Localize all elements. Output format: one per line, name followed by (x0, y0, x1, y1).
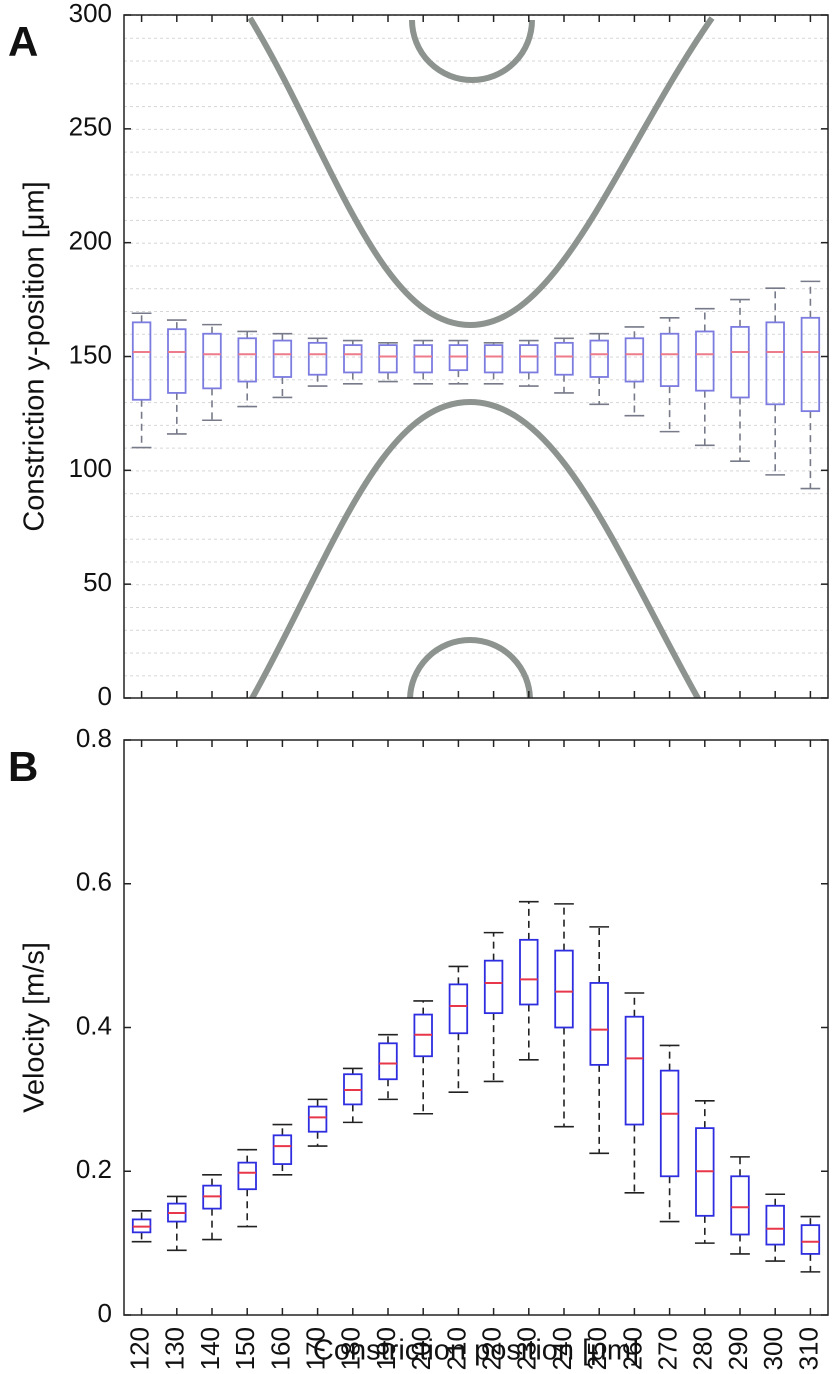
box (554, 341, 574, 376)
box (589, 982, 609, 1066)
x-tick-label: 260 (617, 1327, 647, 1370)
plot-frame-b (123, 739, 829, 1316)
y-tick-label: 50 (83, 567, 112, 597)
box (131, 321, 152, 401)
x-tick-label: 270 (652, 1327, 682, 1370)
box (730, 1175, 750, 1236)
panel-label: B (8, 743, 38, 790)
x-tick-label: 210 (441, 1327, 471, 1370)
y-tick-label: 300 (69, 0, 112, 28)
box (554, 949, 574, 1029)
x-axis-label: Constriction position [μm] (313, 1335, 639, 1367)
box (659, 332, 680, 387)
y-axis-label: Constriction y-position [μm] (19, 181, 51, 531)
box (307, 1105, 328, 1133)
box (448, 983, 469, 1035)
x-tick-label: 240 (547, 1327, 577, 1370)
box (483, 344, 504, 374)
y-tick-label: 150 (69, 339, 112, 369)
box (624, 337, 645, 383)
box (272, 339, 293, 378)
box (800, 316, 821, 413)
y-tick-label: 250 (69, 112, 112, 142)
panel-label: A (8, 18, 38, 65)
y-tick-label: 0.2 (76, 1154, 112, 1184)
lower-circle (407, 637, 533, 698)
box (272, 1134, 293, 1165)
box (378, 344, 398, 374)
x-tick-label: 300 (758, 1327, 788, 1370)
box (307, 341, 328, 376)
x-tick-label: 170 (300, 1327, 330, 1370)
x-tick-label: 130 (160, 1327, 190, 1370)
y-tick-label: 200 (69, 226, 112, 256)
box (343, 344, 363, 374)
box (519, 938, 539, 1006)
x-tick-label: 290 (723, 1327, 753, 1370)
box (448, 344, 469, 372)
box (413, 344, 433, 374)
upper-circle (409, 19, 535, 83)
x-tick-label: 250 (582, 1327, 612, 1370)
y-tick-label: 0 (98, 681, 112, 711)
y-tick-label: 0 (98, 1298, 112, 1328)
upper-wall (247, 16, 715, 329)
background-grid (124, 15, 828, 698)
x-tick-label: 150 (230, 1327, 260, 1370)
box (695, 330, 715, 392)
y-tick-label: 0.4 (76, 1010, 112, 1040)
box (589, 339, 609, 378)
x-tick-label: 220 (476, 1327, 506, 1370)
y-tick-label: 0.6 (76, 867, 112, 897)
x-tick-label: 230 (512, 1327, 542, 1370)
x-tick-label: 200 (406, 1327, 436, 1370)
box (730, 326, 750, 399)
y-tick-label: 0.8 (76, 723, 112, 753)
box (765, 321, 785, 406)
x-tick-label: 190 (371, 1327, 401, 1370)
y-tick-label: 100 (69, 453, 112, 483)
x-tick-label: 120 (124, 1327, 154, 1370)
box (659, 1069, 680, 1178)
box (800, 1224, 821, 1255)
box (237, 1161, 257, 1191)
constriction-outline (247, 16, 715, 698)
box (483, 959, 504, 1015)
x-tick-label: 180 (336, 1327, 366, 1370)
box (378, 1042, 398, 1081)
box (202, 332, 222, 390)
box (519, 344, 539, 374)
box (237, 337, 257, 383)
lower-wall (248, 398, 702, 698)
x-tick-label: 280 (688, 1327, 718, 1370)
box (167, 328, 187, 394)
box (624, 1015, 645, 1126)
x-tick-label: 310 (793, 1327, 823, 1370)
x-tick-label: 140 (195, 1327, 225, 1370)
box (765, 1204, 785, 1246)
y-axis-label: Velocity [m/s] (19, 942, 51, 1113)
x-tick-label: 160 (265, 1327, 295, 1370)
